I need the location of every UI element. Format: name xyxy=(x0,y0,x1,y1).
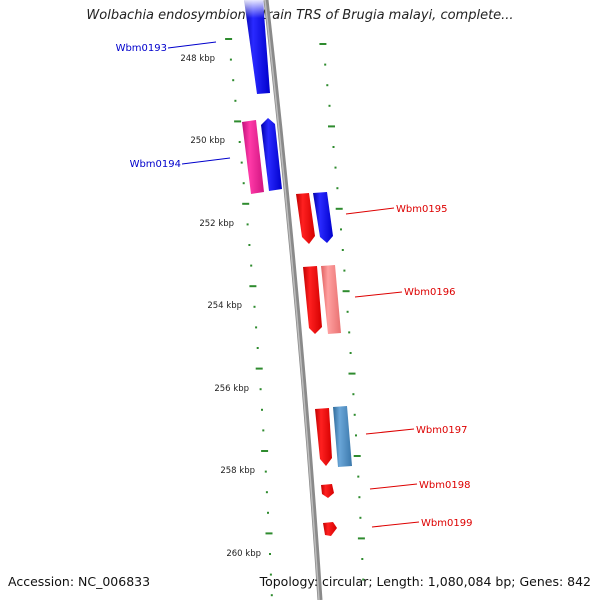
ruler-label: 252 kbp xyxy=(199,219,234,229)
genome-backbone-highlight xyxy=(264,0,320,600)
genome-summary-text: Topology: circular; Length: 1,080,084 bp… xyxy=(259,574,591,589)
gene-wbm0195-left[interactable] xyxy=(296,193,315,244)
ruler-label: 250 kbp xyxy=(190,136,225,146)
ruler-major-tick xyxy=(357,537,365,540)
ruler-major-tick xyxy=(328,125,335,128)
ruler-minor-tick xyxy=(334,166,337,169)
ruler-minor-tick xyxy=(269,573,272,576)
ruler-minor-tick xyxy=(341,249,344,251)
gene-label-wbm0194[interactable]: Wbm0194 xyxy=(130,159,181,170)
leader-line-wbm0196 xyxy=(354,291,403,298)
ruler-minor-tick xyxy=(250,264,253,267)
ruler-minor-tick xyxy=(259,388,262,391)
gene-wbm0196-left[interactable] xyxy=(303,266,322,334)
ruler-label: 260 kbp xyxy=(226,549,261,559)
gene-label-wbm0196[interactable]: Wbm0196 xyxy=(404,287,455,298)
ruler-minor-tick xyxy=(256,347,259,349)
ruler-major-tick xyxy=(255,367,263,370)
ruler-ticks-left xyxy=(225,38,273,597)
ruler-major-tick xyxy=(234,120,242,123)
ruler-minor-tick xyxy=(348,331,351,334)
ruler-minor-tick xyxy=(358,496,361,499)
gene-wbm0197-left[interactable] xyxy=(315,408,332,466)
ruler-minor-tick xyxy=(255,326,258,329)
leader-line-wbm0198 xyxy=(369,483,418,490)
ruler-minor-tick xyxy=(353,413,356,416)
ruler-minor-tick xyxy=(346,310,349,313)
ruler-minor-tick xyxy=(361,558,364,560)
ruler-minor-tick xyxy=(328,104,331,107)
ruler-minor-tick xyxy=(265,491,268,494)
ruler-minor-tick xyxy=(264,470,267,473)
ruler-major-tick xyxy=(335,207,343,210)
gene-wbm0198[interactable] xyxy=(321,484,334,498)
ruler-minor-tick xyxy=(343,269,346,272)
ruler-minor-tick xyxy=(362,578,365,581)
leader-line-wbm0193 xyxy=(167,41,217,49)
gene-wbm0193[interactable] xyxy=(244,0,270,94)
ruler-minor-tick xyxy=(355,434,357,437)
ruler-minor-tick xyxy=(248,244,251,246)
ruler-minor-tick xyxy=(242,182,245,185)
ruler-major-tick xyxy=(342,290,350,293)
ruler-major-tick xyxy=(348,372,356,375)
gene-label-wbm0193[interactable]: Wbm0193 xyxy=(116,43,167,54)
ruler-major-tick xyxy=(225,38,233,40)
ruler-minor-tick xyxy=(352,393,355,396)
ruler-major-tick xyxy=(319,43,327,45)
ruler-minor-tick xyxy=(238,141,241,143)
ruler-minor-tick xyxy=(270,594,273,597)
ruler-minor-tick xyxy=(262,429,265,432)
gene-wbm0194-partner[interactable] xyxy=(261,118,282,191)
gene-wbm0197[interactable] xyxy=(333,406,352,467)
ruler-minor-tick xyxy=(253,305,256,308)
gene-wbm0194[interactable] xyxy=(242,120,264,194)
ruler-label: 258 kbp xyxy=(220,466,255,476)
ruler-label: 254 kbp xyxy=(207,301,242,311)
ruler-minor-tick xyxy=(324,63,327,66)
ruler-label: 256 kbp xyxy=(214,384,249,394)
ruler-minor-tick xyxy=(336,187,339,190)
ruler-minor-tick xyxy=(349,352,352,354)
ruler-major-tick xyxy=(249,285,257,288)
gene-label-wbm0197[interactable]: Wbm0197 xyxy=(416,425,467,436)
ruler-minor-tick xyxy=(261,408,263,411)
leader-line-wbm0194 xyxy=(181,157,231,165)
gene-label-wbm0195[interactable]: Wbm0195 xyxy=(396,204,447,215)
gene-wbm0199[interactable] xyxy=(323,522,337,536)
gene-wbm0196[interactable] xyxy=(321,265,341,334)
ruler-major-tick xyxy=(242,202,250,205)
ruler-major-tick xyxy=(265,532,273,535)
map-title: Wolbachia endosymbiont strain TRS of Bru… xyxy=(86,8,514,23)
ruler-minor-tick xyxy=(267,511,269,514)
genome-backbone xyxy=(263,0,323,600)
ruler-major-tick xyxy=(261,450,269,452)
ruler-major-tick xyxy=(353,455,361,457)
leader-line-wbm0197 xyxy=(365,428,415,435)
leader-line-wbm0195 xyxy=(345,207,395,215)
ruler-minor-tick xyxy=(359,516,362,519)
ruler-minor-tick xyxy=(326,84,329,87)
ruler-minor-tick xyxy=(357,475,360,478)
gene-label-wbm0199[interactable]: Wbm0199 xyxy=(421,518,472,529)
ruler-minor-tick xyxy=(269,553,271,555)
ruler-minor-tick xyxy=(232,79,235,82)
ruler-label: 248 kbp xyxy=(180,54,215,64)
accession-text: Accession: NC_006833 xyxy=(8,574,151,589)
ruler-minor-tick xyxy=(340,228,342,231)
ruler-minor-tick xyxy=(240,161,243,164)
ruler-minor-tick xyxy=(246,223,249,226)
ruler-ticks-right xyxy=(319,43,365,581)
ruler-minor-tick xyxy=(229,58,232,61)
gene-wbm0195[interactable] xyxy=(313,192,333,243)
ruler-minor-tick xyxy=(332,146,335,148)
ruler-minor-tick xyxy=(234,99,237,102)
gene-label-wbm0198[interactable]: Wbm0198 xyxy=(419,480,470,491)
leader-line-wbm0199 xyxy=(371,521,420,528)
